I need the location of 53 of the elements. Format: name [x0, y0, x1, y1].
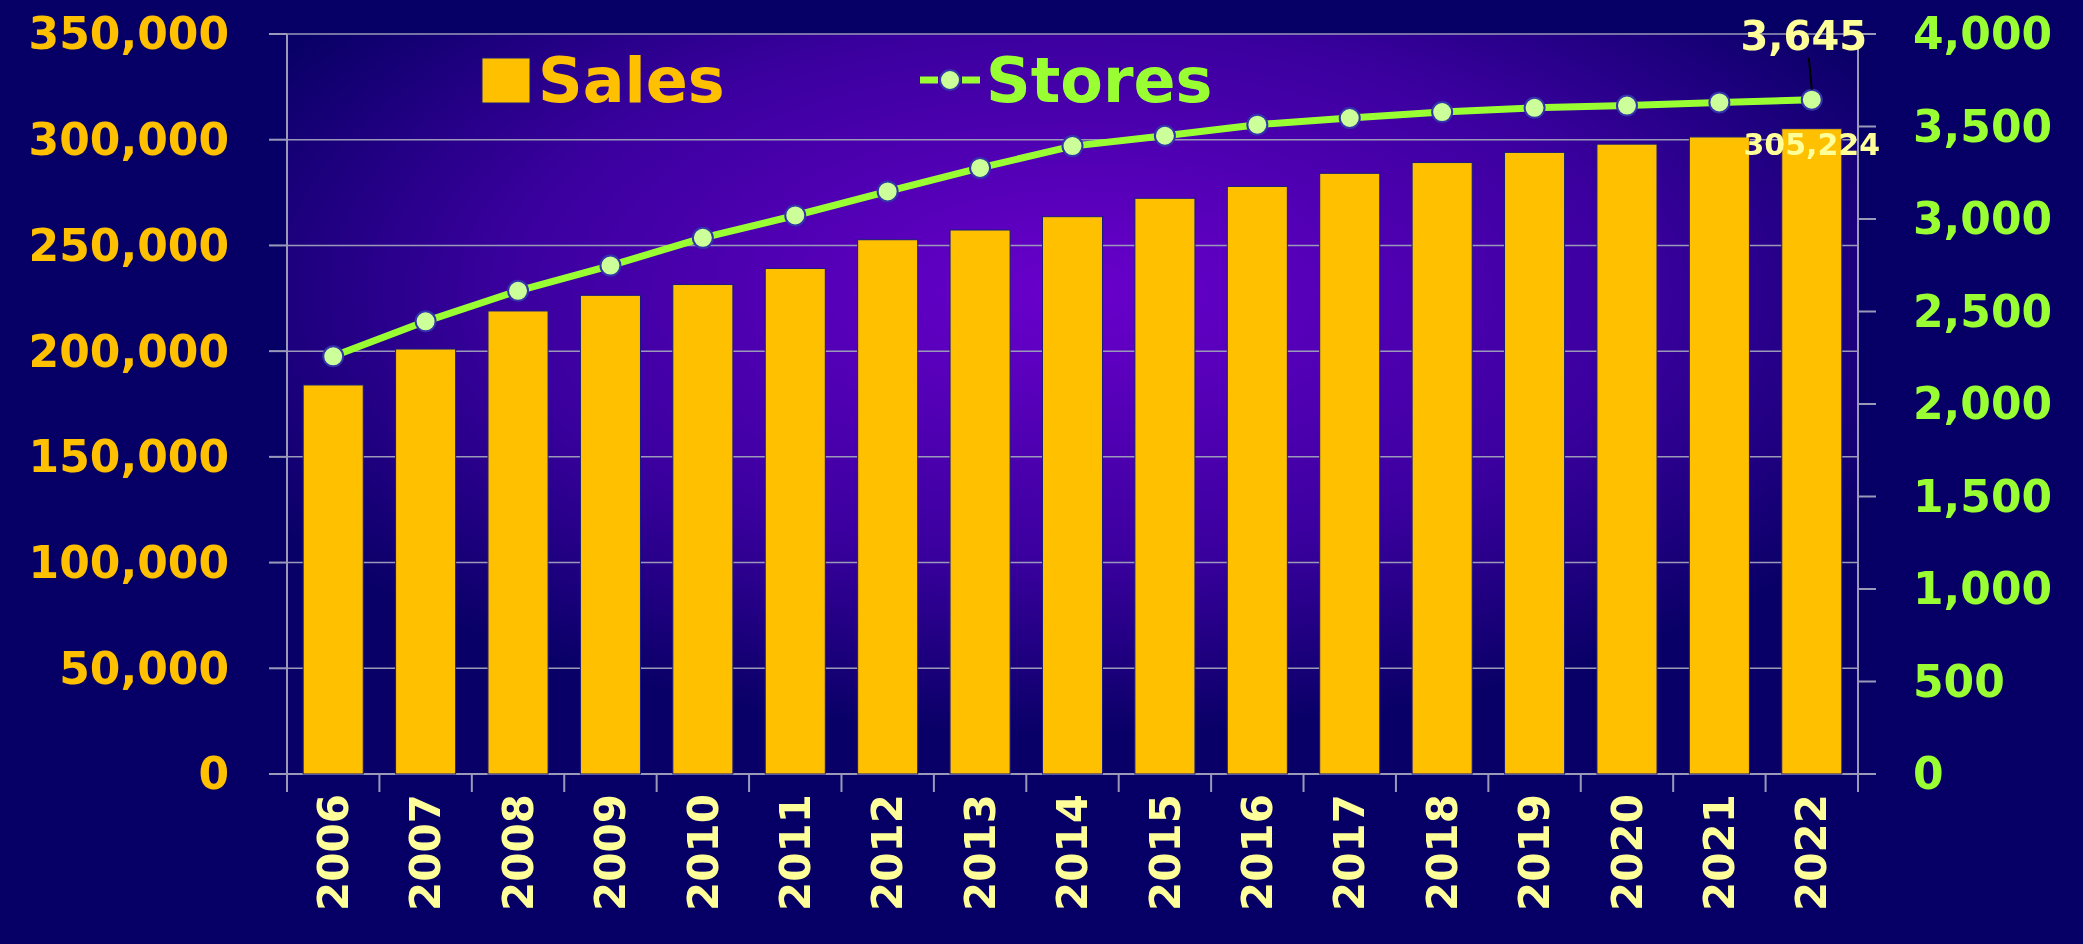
bar: [1134, 197, 1196, 775]
legend-label: Stores: [986, 43, 1213, 117]
y2-tick-label: 1,000: [1913, 563, 2053, 615]
x-tick-label: 2014: [1048, 794, 1098, 911]
y2-tick-label: 3,500: [1913, 100, 2053, 152]
x-tick-label: 2019: [1510, 794, 1560, 911]
x-tick-label: 2006: [308, 794, 358, 911]
y2-tick-label: 2,000: [1913, 378, 2053, 430]
bar: [1411, 162, 1473, 775]
y2-tick-label: 4,000: [1913, 8, 2053, 60]
data-label: 3,645: [1740, 12, 1868, 59]
x-tick-label: 2010: [678, 794, 728, 911]
y-tick-label: 200,000: [28, 325, 229, 377]
bar: [949, 229, 1011, 775]
x-tick-label: 2018: [1417, 794, 1467, 911]
y2-tick-label: 3,000: [1913, 193, 2053, 245]
y-tick-label: 350,000: [28, 8, 229, 60]
x-tick-label: 2011: [770, 794, 820, 911]
bar: [302, 384, 364, 775]
y2-tick-label: 2,500: [1913, 285, 2053, 337]
bar: [857, 239, 919, 775]
bar: [579, 294, 641, 775]
x-tick-label: 2017: [1325, 794, 1375, 911]
y-tick-label: 300,000: [28, 114, 229, 166]
bar: [487, 310, 549, 775]
bar: [1226, 185, 1288, 775]
bar: [1596, 143, 1658, 775]
y2-tick-label: 1,500: [1913, 470, 2053, 522]
y-tick-label: 250,000: [28, 219, 229, 271]
x-tick-label: 2013: [955, 794, 1005, 911]
x-tick-label: 2009: [586, 794, 636, 911]
x-tick-label: 2007: [401, 794, 451, 911]
x-tick-label: 2008: [493, 794, 543, 911]
bar: [764, 267, 826, 775]
y-tick-label: 150,000: [28, 431, 229, 483]
y2-tick-label: 500: [1913, 655, 2005, 707]
y-tick-label: 100,000: [28, 536, 229, 588]
bar: [672, 284, 734, 775]
y2-tick-label: 0: [1913, 748, 1944, 800]
x-tick-label: 2012: [863, 794, 913, 911]
bar: [1319, 172, 1381, 775]
bar: [395, 348, 457, 775]
x-tick-label: 2015: [1140, 794, 1190, 911]
y-tick-label: 50,000: [59, 642, 229, 694]
x-tick-label: 2020: [1602, 794, 1652, 911]
bar: [1504, 151, 1566, 775]
data-label: 305,224: [1743, 126, 1881, 162]
bar: [1041, 216, 1104, 775]
legend-label: Sales: [538, 43, 725, 117]
x-tick-label: 2021: [1695, 794, 1745, 911]
x-tick-label: 2022: [1787, 794, 1837, 911]
x-tick-label: 2016: [1233, 794, 1283, 911]
y-tick-label: 0: [198, 748, 229, 800]
